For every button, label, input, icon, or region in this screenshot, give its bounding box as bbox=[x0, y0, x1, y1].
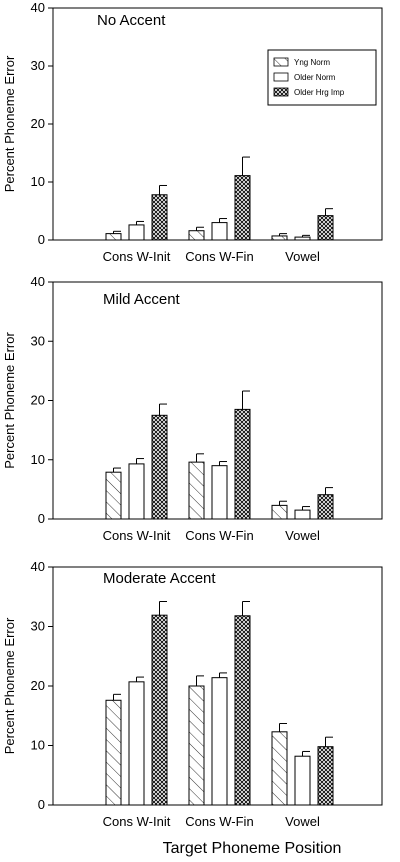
plot-frame bbox=[52, 7, 383, 241]
chart-panel-1: 0 10 20 30 40 Percent Phoneme Error No Accent C… bbox=[2, 0, 383, 264]
bar bbox=[271, 731, 288, 806]
category-label: Cons W-Fin bbox=[185, 814, 253, 829]
category-label: Vowel bbox=[285, 249, 320, 264]
y-axis-label: Percent Phoneme Error bbox=[2, 55, 17, 192]
legend-swatch bbox=[273, 72, 289, 82]
legend: Yng Norm Older Norm Older Hrg Imp bbox=[267, 49, 377, 106]
y-tick-label: 20 bbox=[31, 678, 45, 693]
y-tick-label: 0 bbox=[38, 797, 45, 812]
bar bbox=[151, 414, 168, 520]
y-axis-label: Percent Phoneme Error bbox=[2, 332, 17, 469]
legend-entry: Yng Norm bbox=[294, 58, 330, 67]
legend-swatch bbox=[273, 57, 289, 67]
y-axis-label: Percent Phoneme Error bbox=[2, 617, 17, 754]
bar bbox=[317, 746, 334, 806]
y-tick-label: 40 bbox=[31, 0, 45, 15]
bar bbox=[105, 233, 122, 241]
y-tick-label: 20 bbox=[31, 393, 45, 408]
legend-swatch bbox=[273, 87, 289, 97]
category-label: Cons W-Init bbox=[103, 814, 171, 829]
bar bbox=[211, 222, 228, 241]
figure-x-axis-label: Target Phoneme Position bbox=[163, 840, 342, 857]
category-label: Vowel bbox=[285, 814, 320, 829]
bar bbox=[151, 194, 168, 241]
legend-entry: Older Norm bbox=[294, 73, 336, 82]
category-label: Cons W-Init bbox=[103, 528, 171, 543]
y-tick-label: 30 bbox=[31, 619, 45, 634]
bar bbox=[211, 465, 228, 520]
y-tick-label: 0 bbox=[38, 232, 45, 247]
y-tick-label: 40 bbox=[31, 274, 45, 289]
y-tick-label: 10 bbox=[31, 738, 45, 753]
bar bbox=[234, 615, 251, 806]
bar bbox=[234, 408, 251, 520]
bar bbox=[234, 175, 251, 241]
bar bbox=[105, 471, 122, 520]
category-label: Cons W-Fin bbox=[185, 528, 253, 543]
bar bbox=[294, 509, 311, 520]
bar bbox=[294, 236, 311, 241]
panel-title: Moderate Accent bbox=[103, 570, 216, 587]
bar bbox=[151, 614, 168, 806]
panel-title: Mild Accent bbox=[103, 291, 181, 308]
y-tick-label: 0 bbox=[38, 511, 45, 526]
bar bbox=[317, 494, 334, 520]
bar bbox=[211, 677, 228, 806]
y-tick-label: 10 bbox=[31, 452, 45, 467]
bar bbox=[105, 699, 122, 806]
category-label: Cons W-Fin bbox=[185, 249, 253, 264]
y-tick-label: 40 bbox=[31, 559, 45, 574]
panel-title: No Accent bbox=[97, 12, 166, 29]
y-tick-label: 30 bbox=[31, 333, 45, 348]
legend-entry: Older Hrg Imp bbox=[294, 88, 345, 97]
bar bbox=[271, 235, 288, 241]
chart-panel-2: 0 10 20 30 40 Percent Phoneme Error Mild Accen… bbox=[2, 274, 383, 543]
y-tick-label: 20 bbox=[31, 116, 45, 131]
bar bbox=[317, 215, 334, 241]
y-tick-label: 30 bbox=[31, 58, 45, 73]
category-label: Vowel bbox=[285, 528, 320, 543]
bar bbox=[128, 681, 145, 806]
bar bbox=[188, 230, 205, 241]
bar bbox=[294, 755, 311, 806]
bar bbox=[188, 685, 205, 806]
bar bbox=[128, 463, 145, 520]
bar bbox=[271, 504, 288, 520]
category-label: Cons W-Init bbox=[103, 249, 171, 264]
y-tick-label: 10 bbox=[31, 174, 45, 189]
bar bbox=[188, 461, 205, 520]
chart-panel-3: 0 10 20 30 40 Percent Phoneme Error Moderate A… bbox=[2, 559, 383, 829]
bar bbox=[128, 224, 145, 241]
